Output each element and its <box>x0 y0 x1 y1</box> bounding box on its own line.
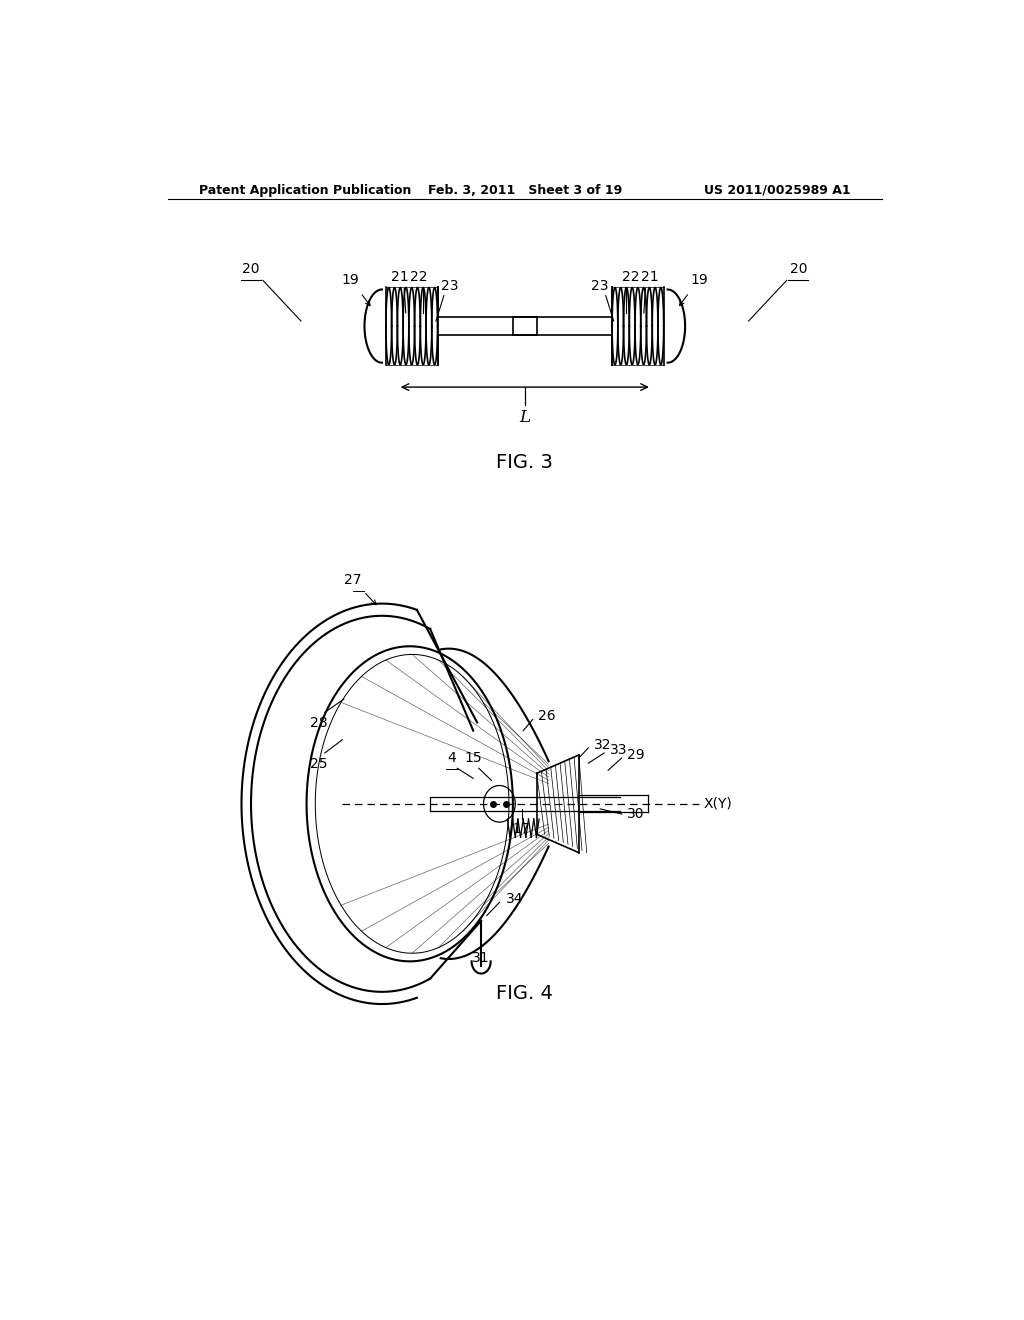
Text: FIG. 4: FIG. 4 <box>497 983 553 1003</box>
Text: 33: 33 <box>609 743 628 756</box>
Text: 19: 19 <box>690 273 709 288</box>
Text: 25: 25 <box>309 758 328 771</box>
Text: 4: 4 <box>447 751 456 766</box>
Text: 21: 21 <box>641 271 659 284</box>
Text: 21: 21 <box>390 271 409 284</box>
Text: L: L <box>519 409 530 426</box>
Text: 34: 34 <box>506 892 523 907</box>
Text: 23: 23 <box>441 279 459 293</box>
Text: 30: 30 <box>627 807 645 821</box>
Text: US 2011/0025989 A1: US 2011/0025989 A1 <box>703 183 850 197</box>
Text: 20: 20 <box>243 263 260 276</box>
Text: 27: 27 <box>344 573 361 587</box>
Text: Patent Application Publication: Patent Application Publication <box>200 183 412 197</box>
Text: X(Y): X(Y) <box>703 797 732 810</box>
Text: 23: 23 <box>591 279 608 293</box>
Text: 20: 20 <box>790 263 807 276</box>
Text: 22: 22 <box>410 271 427 284</box>
Text: 22: 22 <box>623 271 640 284</box>
Text: 17: 17 <box>513 822 530 836</box>
Text: Feb. 3, 2011   Sheet 3 of 19: Feb. 3, 2011 Sheet 3 of 19 <box>428 183 622 197</box>
Text: 29: 29 <box>627 748 645 762</box>
Text: 28: 28 <box>309 717 328 730</box>
Text: 32: 32 <box>594 738 611 752</box>
Text: 26: 26 <box>539 709 556 723</box>
Text: 31: 31 <box>472 952 489 965</box>
Text: FIG. 3: FIG. 3 <box>497 453 553 473</box>
Text: 15: 15 <box>465 751 482 766</box>
Text: 19: 19 <box>341 273 359 288</box>
